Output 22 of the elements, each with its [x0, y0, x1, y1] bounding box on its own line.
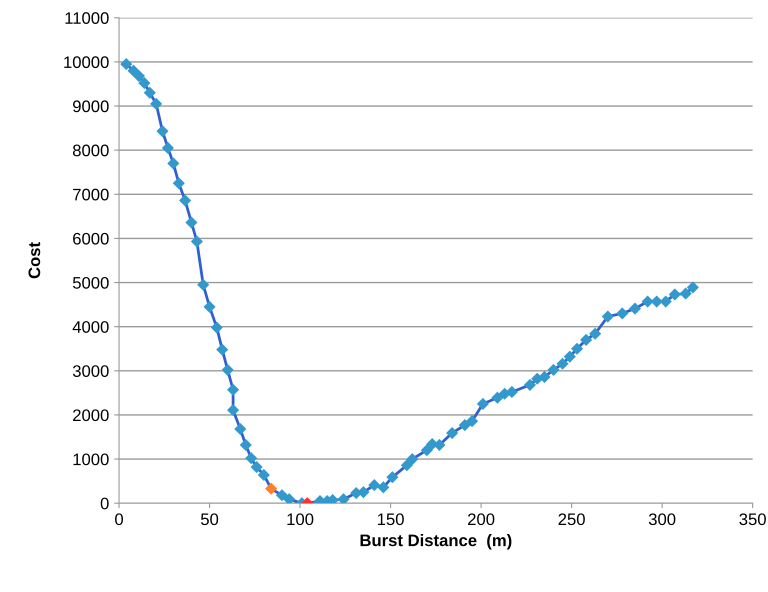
x-tick-label: 250	[558, 513, 585, 526]
y-tick-label: 0	[100, 498, 109, 510]
x-tick-label: 200	[468, 513, 494, 526]
x-tick-label: 300	[648, 513, 676, 526]
y-tick-label: 8000	[72, 144, 109, 156]
y-tick-label: 1000	[74, 453, 109, 466]
x-tick-label: 0	[115, 513, 124, 526]
x-tick-label: 350	[739, 513, 766, 526]
y-tick-label: 6000	[73, 232, 109, 245]
y-tick-label: 3000	[72, 365, 109, 378]
x-tick-label: 50	[200, 513, 218, 526]
y-tick-label: 11000	[65, 12, 109, 24]
y-tick-label: 4000	[72, 321, 109, 333]
y-tick-label: 10000	[64, 56, 109, 68]
y-tick-label: 2000	[73, 409, 109, 422]
y-axis-title: Cost	[28, 242, 40, 278]
x-tick-label: 100	[287, 513, 314, 526]
x-tick-label: 150	[378, 513, 404, 526]
x-axis-title: Burst Distance (m)	[360, 534, 512, 550]
y-tick-label: 7000	[73, 188, 109, 200]
y-tick-label: 5000	[72, 276, 109, 289]
y-tick-label: 9000	[73, 100, 109, 112]
